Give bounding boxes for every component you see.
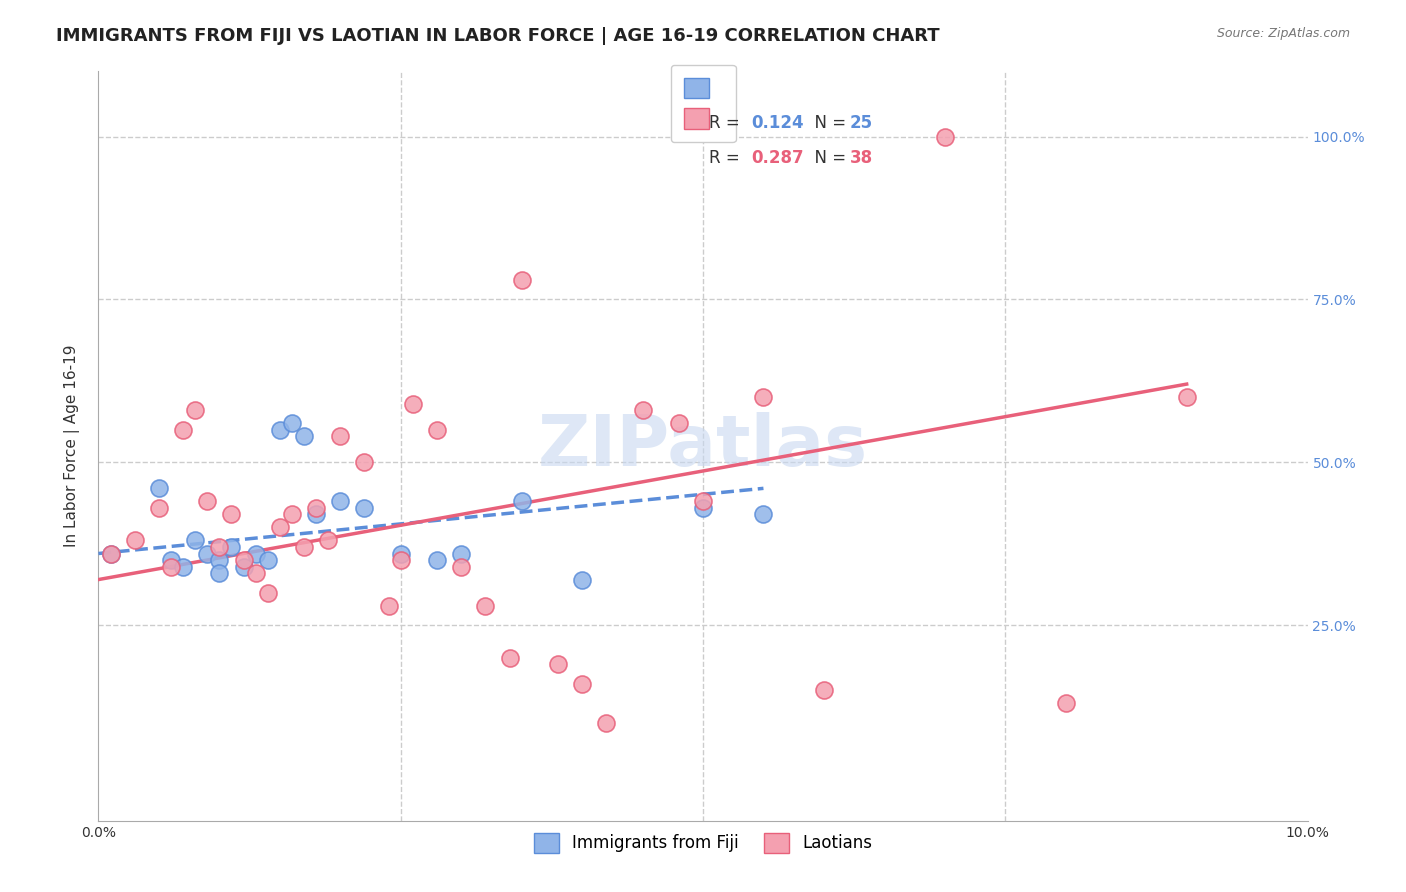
- Text: 0.124: 0.124: [751, 113, 804, 131]
- Point: [208, 540, 231, 554]
- Text: ZIPatlas: ZIPatlas: [538, 411, 868, 481]
- Point: [1054, 697, 1077, 711]
- Point: [184, 533, 207, 548]
- Point: [692, 500, 714, 515]
- Point: [208, 566, 231, 580]
- Point: [1175, 390, 1198, 404]
- Point: [256, 553, 278, 567]
- Point: [172, 423, 194, 437]
- Text: N =: N =: [804, 149, 852, 167]
- Point: [474, 599, 496, 613]
- Point: [305, 508, 328, 522]
- Point: [450, 559, 472, 574]
- Point: [450, 547, 472, 561]
- Text: 0.287: 0.287: [751, 149, 804, 167]
- Point: [934, 129, 956, 144]
- Point: [269, 423, 291, 437]
- Point: [221, 508, 243, 522]
- Point: [292, 429, 315, 443]
- Point: [208, 553, 231, 567]
- Point: [292, 540, 315, 554]
- Point: [269, 520, 291, 534]
- Point: [316, 533, 339, 548]
- Point: [752, 390, 775, 404]
- Point: [389, 547, 412, 561]
- Point: [172, 559, 194, 574]
- Legend: Immigrants from Fiji, Laotians: Immigrants from Fiji, Laotians: [522, 822, 884, 864]
- Point: [498, 650, 520, 665]
- Point: [329, 429, 352, 443]
- Text: 38: 38: [849, 149, 873, 167]
- Point: [184, 403, 207, 417]
- Point: [571, 677, 593, 691]
- Point: [402, 397, 425, 411]
- Point: [195, 494, 218, 508]
- Point: [160, 559, 183, 574]
- Point: [281, 508, 304, 522]
- Point: [353, 455, 375, 469]
- Point: [160, 553, 183, 567]
- Point: [329, 494, 352, 508]
- Point: [595, 715, 617, 730]
- Text: IMMIGRANTS FROM FIJI VS LAOTIAN IN LABOR FORCE | AGE 16-19 CORRELATION CHART: IMMIGRANTS FROM FIJI VS LAOTIAN IN LABOR…: [56, 27, 939, 45]
- Legend: , : ,: [671, 65, 735, 142]
- Text: Source: ZipAtlas.com: Source: ZipAtlas.com: [1216, 27, 1350, 40]
- Y-axis label: In Labor Force | Age 16-19: In Labor Force | Age 16-19: [63, 344, 80, 548]
- Point: [631, 403, 654, 417]
- Text: N =: N =: [804, 113, 852, 131]
- Point: [232, 553, 254, 567]
- Text: R =: R =: [709, 149, 745, 167]
- Point: [752, 508, 775, 522]
- Point: [389, 553, 412, 567]
- Point: [221, 540, 243, 554]
- Point: [245, 547, 267, 561]
- Point: [124, 533, 146, 548]
- Point: [571, 573, 593, 587]
- Point: [547, 657, 569, 672]
- Point: [668, 416, 690, 430]
- Point: [353, 500, 375, 515]
- Point: [100, 547, 122, 561]
- Point: [148, 481, 170, 495]
- Point: [256, 585, 278, 599]
- Point: [195, 547, 218, 561]
- Point: [510, 273, 533, 287]
- Point: [232, 559, 254, 574]
- Point: [813, 683, 835, 698]
- Point: [692, 494, 714, 508]
- Text: R =: R =: [709, 113, 745, 131]
- Point: [245, 566, 267, 580]
- Point: [100, 547, 122, 561]
- Point: [281, 416, 304, 430]
- Point: [148, 500, 170, 515]
- Point: [305, 500, 328, 515]
- Point: [510, 494, 533, 508]
- Point: [426, 553, 449, 567]
- Point: [377, 599, 399, 613]
- Point: [426, 423, 449, 437]
- Text: 25: 25: [849, 113, 873, 131]
